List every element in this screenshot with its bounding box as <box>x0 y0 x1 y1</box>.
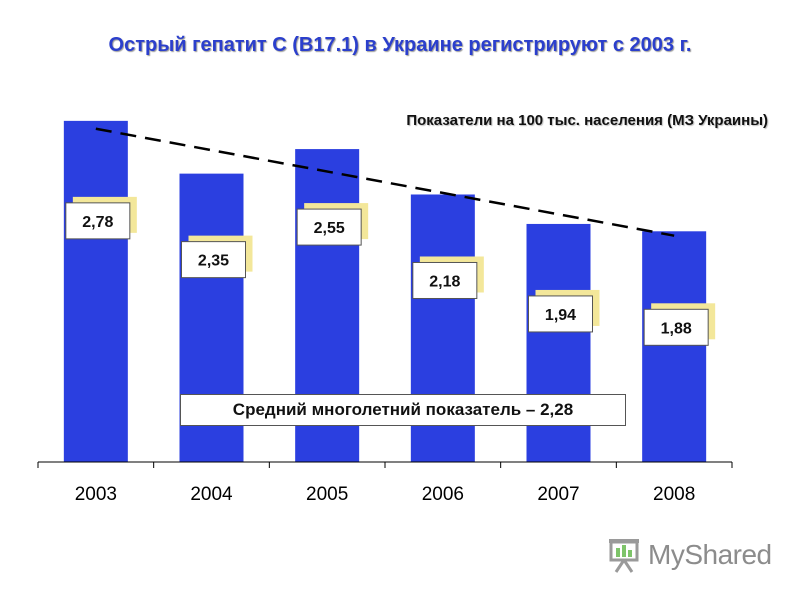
watermark: MyShared <box>606 535 772 575</box>
x-tick-label-2005: 2005 <box>306 484 348 505</box>
chart-title: Острый гепатит С (В17.1) в Украине регис… <box>108 34 692 56</box>
value-label-2004: 2,35 <box>198 253 229 270</box>
trend-line <box>95 127 675 237</box>
bar-2007 <box>526 223 591 462</box>
x-tick-label-2004: 2004 <box>190 484 233 505</box>
presentation-board-icon <box>609 539 639 573</box>
value-label-box <box>181 241 246 279</box>
value-label-box <box>643 308 709 346</box>
watermark-text: MyShared <box>648 539 772 570</box>
bar-2008 <box>642 231 707 462</box>
x-tick-label-2003: 2003 <box>75 484 117 505</box>
value-label-2003: 2,78 <box>82 214 113 231</box>
value-label-box <box>528 295 593 333</box>
x-tick-label-2007: 2007 <box>537 484 579 505</box>
x-axis <box>37 461 733 468</box>
x-tick-label-2008: 2008 <box>653 484 695 505</box>
chart-subtitle: Показатели на 100 тыс. населения (МЗ Укр… <box>406 112 768 129</box>
trend-group <box>95 127 675 237</box>
x-tick-labels-group: 2003 2004 2005 2006 2007 2008 <box>75 484 696 505</box>
bar-2003 <box>63 120 128 462</box>
value-label-2008: 1,88 <box>661 320 692 337</box>
value-label-box <box>296 208 362 246</box>
mean-annotation-box: Средний многолетний показатель – 2,28 <box>180 394 626 426</box>
mean-annotation-label: Средний многолетний показатель – 2,28 <box>232 400 574 419</box>
value-label-2005: 2,55 <box>314 220 345 237</box>
value-label-box <box>65 202 131 240</box>
value-label-box <box>412 261 478 299</box>
value-labels-group: 2,78 2,35 2,55 2,18 1,94 1,88 <box>65 196 716 346</box>
value-label-2006: 2,18 <box>429 273 460 290</box>
value-label-2007: 1,94 <box>545 307 576 324</box>
x-tick-label-2006: 2006 <box>422 484 464 505</box>
